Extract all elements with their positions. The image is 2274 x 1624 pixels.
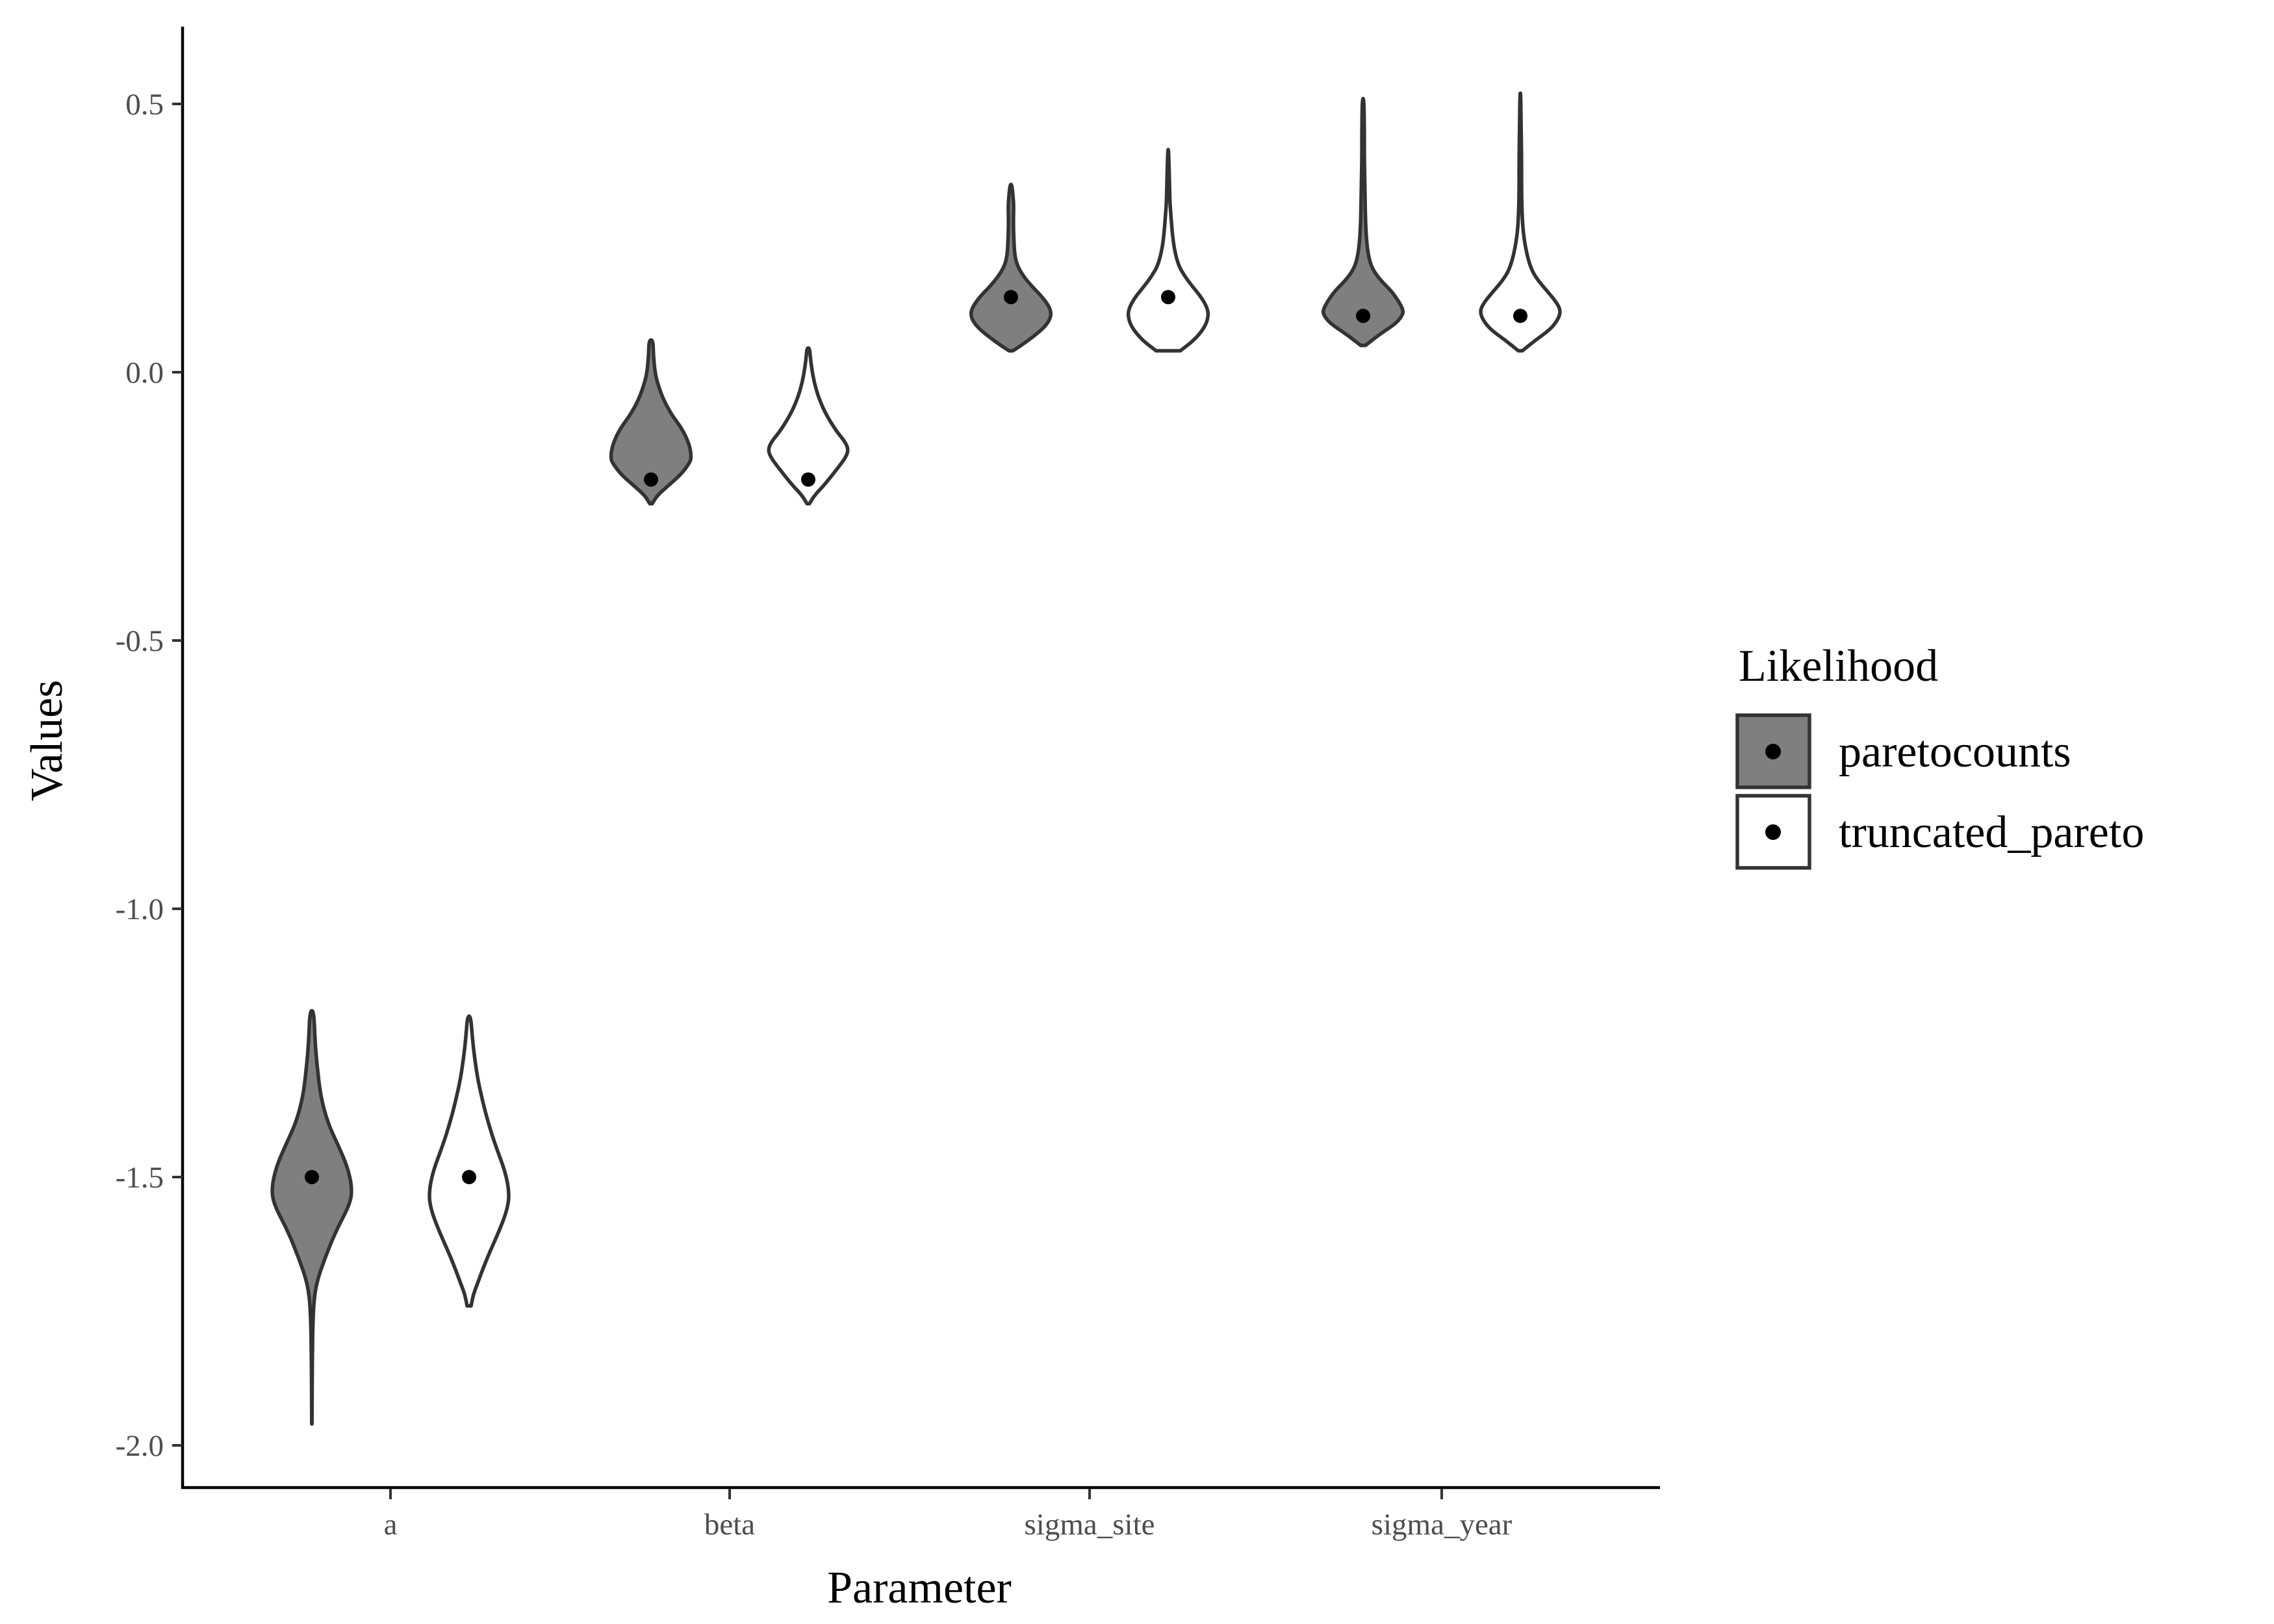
- y-tick-label: -1.0: [116, 893, 164, 926]
- legend-key-point: [1765, 744, 1781, 759]
- x-axis-ticks: a beta sigma_site sigma_year: [384, 1489, 1513, 1542]
- legend-entries: paretocounts truncated_pareto: [1735, 713, 2144, 870]
- y-tick-label: -0.5: [116, 624, 164, 658]
- median-point-truncated_pareto-a: [462, 1170, 476, 1184]
- y-tick-label: 0.5: [125, 88, 164, 121]
- legend-label-truncated_pareto: truncated_pareto: [1839, 807, 2144, 857]
- violin-truncated_pareto-sigma_site: [1126, 147, 1210, 353]
- median-point-paretocounts-sigma_year: [1356, 309, 1370, 324]
- legend-title: Likelihood: [1739, 641, 1938, 691]
- median-point-truncated_pareto-beta: [801, 472, 815, 487]
- x-axis-title: Parameter: [827, 1563, 1012, 1613]
- y-tick-label: 0.0: [125, 356, 164, 390]
- violin-truncated_pareto-beta: [767, 346, 850, 506]
- x-tick-label: beta: [704, 1508, 755, 1542]
- violin-paretocounts-sigma_site: [969, 183, 1053, 353]
- median-point-paretocounts-sigma_site: [1004, 290, 1018, 305]
- violin-paretocounts-beta: [609, 338, 693, 506]
- y-axis-ticks: 0.5 0.0 -0.5 -1.0 -1.5 -2.0: [116, 88, 183, 1463]
- median-point-paretocounts-a: [305, 1170, 319, 1184]
- y-tick-label: -1.5: [116, 1161, 164, 1195]
- legend: Likelihood paretocounts truncated_pareto: [1735, 641, 2144, 870]
- median-point-truncated_pareto-sigma_site: [1161, 290, 1175, 305]
- violin-truncated_pareto-a: [428, 1014, 511, 1308]
- violin-paretocounts-sigma_year: [1321, 96, 1405, 348]
- y-tick-label: -2.0: [116, 1429, 164, 1463]
- x-tick-label: sigma_year: [1372, 1508, 1513, 1542]
- y-axis-title: Values: [22, 680, 72, 802]
- violin-truncated_pareto-sigma_year: [1479, 91, 1562, 353]
- legend-label-paretocounts: paretocounts: [1839, 727, 2071, 777]
- plot-area: [270, 91, 1562, 1426]
- x-tick-label: a: [384, 1508, 398, 1542]
- median-point-truncated_pareto-sigma_year: [1513, 309, 1527, 324]
- median-point-paretocounts-beta: [644, 472, 658, 487]
- legend-key-point: [1765, 824, 1781, 840]
- violin-paretocounts-a: [270, 1009, 353, 1426]
- x-tick-label: sigma_site: [1024, 1508, 1155, 1542]
